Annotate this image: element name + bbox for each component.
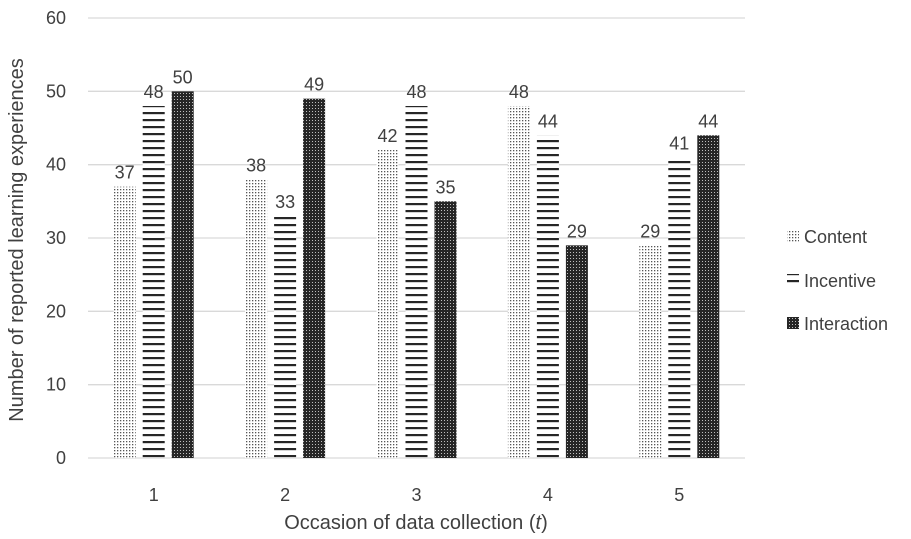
y-tick-label: 50 — [46, 81, 66, 101]
data-labels: 37 48 50 38 33 49 42 48 35 48 44 29 29 41 44 — [115, 67, 719, 241]
legend-item-interaction: Interaction — [787, 314, 888, 334]
bars — [113, 91, 720, 459]
data-label: 33 — [275, 192, 295, 212]
x-axis-title: Occasion of data collection (t) — [284, 512, 547, 534]
data-label: 44 — [698, 111, 718, 131]
y-tick-label: 60 — [46, 8, 66, 28]
data-label: 38 — [246, 155, 266, 175]
x-tick-label: 1 — [149, 485, 159, 505]
data-label: 29 — [640, 221, 660, 241]
bar-incentive-4 — [536, 135, 559, 459]
data-label: 48 — [144, 82, 164, 102]
data-label: 42 — [377, 126, 397, 146]
bar-interaction-2 — [303, 98, 326, 459]
x-axis-ticks: 1 2 3 4 5 — [149, 485, 685, 505]
x-axis-title-variable: t — [536, 512, 543, 534]
legend-item-content: Content — [787, 227, 867, 247]
bar-incentive-5 — [668, 157, 691, 459]
legend-swatch — [787, 317, 799, 329]
data-label: 44 — [538, 111, 558, 131]
y-tick-label: 20 — [46, 301, 66, 321]
bar-incentive-2 — [274, 216, 297, 458]
bar-interaction-5 — [697, 135, 720, 459]
data-label: 50 — [173, 67, 193, 87]
data-label: 48 — [406, 82, 426, 102]
y-tick-label: 40 — [46, 155, 66, 175]
x-axis-title-prefix: Occasion of data collection ( — [284, 512, 536, 534]
legend-item-incentive: Incentive — [787, 271, 876, 291]
legend-label: Content — [804, 227, 867, 247]
data-label: 37 — [115, 163, 135, 183]
data-label: 48 — [509, 82, 529, 102]
bar-content-2 — [245, 179, 268, 459]
bar-content-5 — [639, 245, 662, 458]
data-label: 49 — [304, 75, 324, 95]
x-tick-label: 4 — [543, 485, 553, 505]
bar-interaction-1 — [171, 91, 194, 458]
bar-incentive-1 — [142, 106, 165, 458]
y-axis-title: Number of reported learning experiences — [6, 58, 28, 422]
x-tick-label: 5 — [674, 485, 684, 505]
y-axis-ticks: 0 10 20 30 40 50 60 — [46, 8, 66, 468]
bar-content-3 — [376, 150, 399, 458]
legend-label: Interaction — [804, 314, 888, 334]
legend: Content Incentive Interaction — [787, 227, 888, 334]
bar-interaction-4 — [565, 245, 588, 458]
legend-swatch — [787, 230, 799, 242]
legend-swatch — [787, 274, 799, 286]
bar-content-4 — [507, 106, 530, 458]
x-tick-label: 2 — [280, 485, 290, 505]
bar-content-1 — [113, 186, 136, 458]
y-tick-label: 10 — [46, 375, 66, 395]
y-tick-label: 30 — [46, 228, 66, 248]
data-label: 35 — [435, 177, 455, 197]
bar-incentive-3 — [405, 106, 428, 458]
x-axis-title-suffix: ) — [541, 512, 548, 534]
y-tick-label: 0 — [56, 448, 66, 468]
legend-label: Incentive — [804, 271, 876, 291]
x-tick-label: 3 — [411, 485, 421, 505]
bar-interaction-3 — [434, 201, 457, 459]
data-label: 29 — [567, 221, 587, 241]
data-label: 41 — [669, 133, 689, 153]
